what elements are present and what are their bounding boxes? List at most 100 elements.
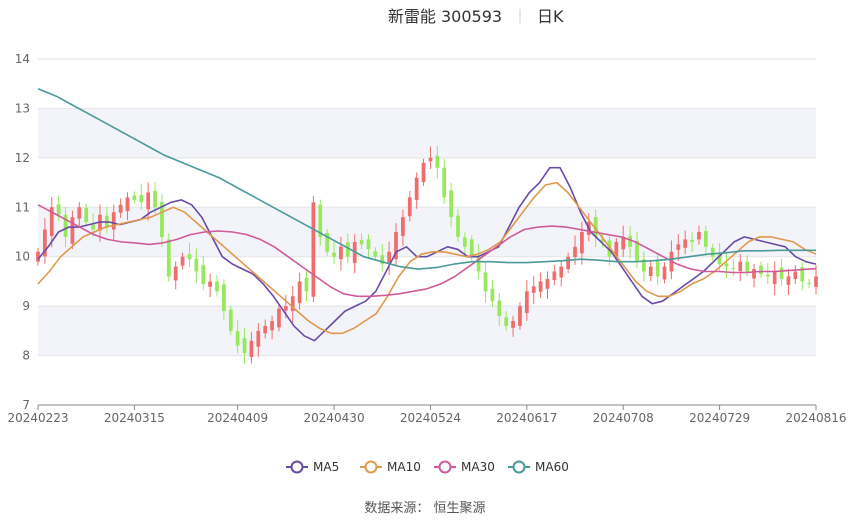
legend-label: MA30	[461, 460, 495, 474]
candle-body	[366, 239, 371, 250]
candle-body	[153, 190, 157, 208]
candle-body	[311, 202, 316, 297]
plot-bands	[38, 108, 816, 356]
candle-body	[91, 224, 95, 230]
x-tick-label: 20240816	[785, 411, 846, 425]
candle-body	[449, 190, 453, 218]
candle-body	[593, 217, 598, 237]
legend-label: MA5	[313, 460, 339, 474]
candle-body	[359, 239, 364, 245]
period-label: 日K	[537, 7, 564, 26]
candle-body	[697, 232, 701, 240]
ma10-line	[37, 181, 817, 335]
y-axis: 7 8 9 10 11 12 13 14	[15, 52, 30, 412]
candle-body	[414, 177, 419, 200]
candle-body	[524, 291, 529, 314]
candle-body	[504, 317, 509, 326]
candle-body	[256, 330, 261, 347]
candle-body	[201, 265, 206, 284]
candle-body	[373, 251, 378, 257]
y-tick-label: 9	[22, 299, 30, 313]
candle-body	[290, 296, 295, 312]
source-label: 数据来源： 恒生聚源	[364, 501, 485, 516]
candle-body	[545, 278, 550, 289]
legend-item-ma30[interactable]: MA30	[434, 460, 495, 474]
candle-body	[566, 256, 571, 270]
candle-body	[752, 269, 756, 279]
candle-body	[49, 207, 54, 236]
candle-body	[703, 231, 708, 247]
candle-body	[676, 244, 681, 250]
candle-body	[717, 254, 722, 265]
candle-body	[490, 288, 495, 302]
x-tick-label: 20240409	[207, 411, 268, 425]
candle-body	[304, 277, 309, 292]
candle-body	[442, 167, 447, 198]
y-tick-label: 12	[15, 151, 30, 165]
candle-body	[759, 265, 763, 275]
candle-body	[731, 268, 736, 270]
candle-body	[235, 331, 240, 346]
candle-body	[118, 204, 123, 213]
candle-body	[228, 309, 233, 331]
candle-body	[483, 272, 488, 292]
candle-body	[635, 240, 639, 262]
chart-title: 新雷能 300593	[388, 7, 502, 26]
legend: MA5 MA10 MA30 MA60	[286, 460, 569, 474]
candle-body	[43, 229, 47, 257]
candle-body	[146, 192, 151, 210]
x-tick-label: 20240708	[593, 411, 654, 425]
candle-body	[77, 207, 82, 219]
candle-body	[277, 308, 281, 328]
candle-body	[283, 306, 288, 311]
x-tick-label: 20240729	[689, 411, 750, 425]
candle-body	[607, 240, 612, 257]
candle-body	[132, 195, 137, 200]
candle-body	[394, 232, 398, 260]
candle-body	[401, 217, 405, 236]
candle-body	[662, 266, 667, 280]
x-tick-label: 20240223	[7, 411, 68, 425]
x-tick-label: 20240430	[304, 411, 365, 425]
candle-body	[724, 263, 729, 267]
candle-body	[476, 255, 481, 272]
candle-body	[56, 204, 61, 215]
candle-body	[621, 236, 626, 250]
candle-body	[738, 261, 743, 272]
candle-body	[139, 194, 144, 203]
candle-body	[428, 157, 433, 162]
x-tick-label: 20240617	[496, 411, 557, 425]
candle-body	[469, 239, 474, 257]
candle-body	[580, 232, 584, 254]
candle-body	[380, 255, 385, 265]
legend-item-ma60[interactable]: MA60	[508, 460, 569, 474]
candle-body	[215, 281, 219, 292]
candle-body	[407, 197, 412, 217]
candle-body	[263, 325, 268, 334]
legend-swatch-circle	[290, 460, 304, 474]
candle-body	[497, 300, 502, 317]
y-tick-label: 14	[15, 52, 30, 66]
candle-body	[242, 338, 247, 354]
y-tick-label: 10	[15, 250, 30, 264]
candle-body	[339, 246, 343, 260]
candle-body	[710, 247, 715, 257]
candle-body	[511, 320, 515, 328]
candle-body	[84, 207, 89, 223]
legend-label: MA10	[387, 460, 421, 474]
y-tick-label: 8	[22, 349, 30, 363]
candle-body	[807, 282, 811, 284]
candlesticks	[36, 145, 818, 365]
candle-body	[208, 281, 213, 287]
candle-body	[456, 215, 460, 237]
candle-body	[786, 276, 791, 285]
legend-swatch-circle	[364, 460, 378, 474]
legend-item-ma10[interactable]: MA10	[360, 460, 421, 474]
x-tick-label: 20240524	[400, 411, 461, 425]
x-axis: 20240223 20240315 20240409 20240430 20240524…	[7, 404, 847, 425]
candle-body	[655, 260, 660, 277]
candle-body	[125, 197, 130, 212]
legend-item-ma5[interactable]: MA5	[286, 460, 339, 474]
